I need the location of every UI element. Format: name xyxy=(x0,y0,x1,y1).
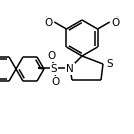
Text: O: O xyxy=(112,18,120,28)
Text: O: O xyxy=(48,51,56,61)
Text: O: O xyxy=(44,18,52,28)
Text: N: N xyxy=(66,64,74,74)
Text: O: O xyxy=(52,77,60,87)
Text: S: S xyxy=(106,59,113,69)
Text: S: S xyxy=(51,64,57,74)
